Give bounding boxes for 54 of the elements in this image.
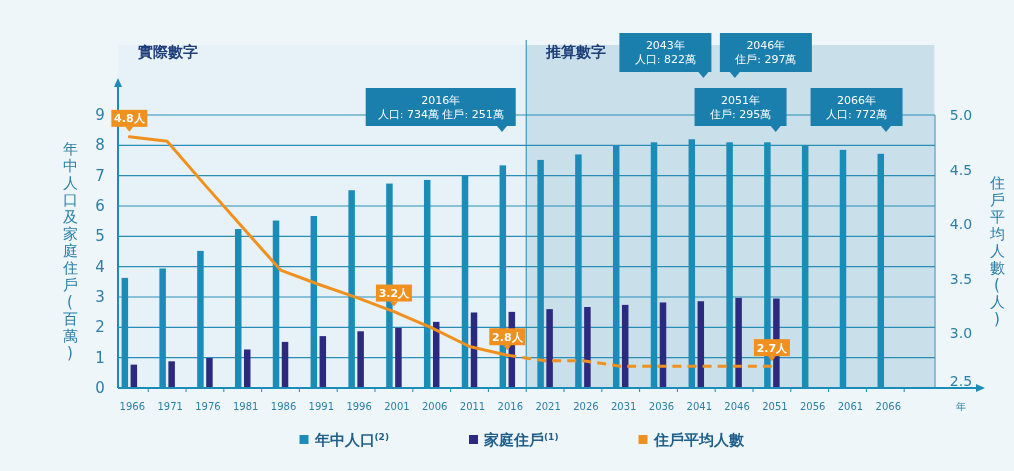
x-tick-label: 2056 bbox=[799, 401, 826, 412]
x-tick-label: 2011 bbox=[459, 401, 486, 412]
x-tick-label: 2046 bbox=[724, 401, 750, 412]
x-tick-label: 2061 bbox=[837, 401, 864, 412]
x-tick-label: 2026 bbox=[573, 401, 599, 412]
y-tick-label: 4 bbox=[95, 257, 105, 276]
x-tick-label: 2051 bbox=[762, 401, 788, 412]
y2-axis-title: 住戶平均人數(人) bbox=[989, 174, 1005, 328]
y-tick-label: 1 bbox=[95, 348, 105, 367]
y-tick-label: 8 bbox=[95, 136, 105, 155]
x-tick-label: 2001 bbox=[384, 401, 410, 412]
y2-tick-label: 3.0 bbox=[949, 325, 973, 342]
x-tick-label: 1986 bbox=[270, 401, 297, 412]
data-label: 2.7人 bbox=[756, 341, 789, 355]
annotation: 2051年住戶: 295萬 bbox=[709, 94, 772, 121]
x-tick-label: 2006 bbox=[421, 401, 448, 412]
x-tick-label: 1996 bbox=[346, 401, 372, 412]
data-label: 4.8人 bbox=[114, 112, 146, 126]
band-label: 推算數字 bbox=[545, 43, 607, 61]
y-tick-label: 3 bbox=[95, 288, 105, 306]
data-label: 3.2人 bbox=[378, 287, 411, 301]
y-tick-label: 0 bbox=[95, 379, 105, 397]
band-label: 實際數字 bbox=[138, 43, 198, 61]
x-tick-label: 2041 bbox=[686, 401, 713, 412]
legend-label: 年中人口$^{(2)}$ bbox=[313, 431, 389, 449]
y2-tick-label: 4.0 bbox=[949, 216, 973, 233]
y-tick-label: 7 bbox=[95, 166, 105, 185]
legend-label: 家庭住戶$^{(1)}$ bbox=[483, 431, 559, 449]
x-tick-label: 1971 bbox=[157, 401, 183, 412]
x-tick-label: 2036 bbox=[648, 401, 675, 412]
y-tick-label: 2 bbox=[95, 318, 105, 337]
x-tick-label: 1966 bbox=[119, 401, 146, 412]
y-tick-label: 9 bbox=[95, 106, 105, 124]
x-tick-label: 2066 bbox=[875, 401, 902, 412]
y2-tick-label: 5.0 bbox=[949, 107, 973, 123]
text: 2046年住戶: 297萬 bbox=[735, 39, 797, 66]
y2-tick-label: 2.5 bbox=[949, 373, 973, 389]
y-tick-label: 6 bbox=[95, 197, 105, 215]
x-tick-label: 1976 bbox=[195, 401, 221, 412]
x-tick-label: 1981 bbox=[233, 401, 259, 412]
x-tick-label: 2031 bbox=[610, 401, 637, 412]
x-tick-label: 1991 bbox=[308, 401, 335, 412]
legend-label: 住戶平均人數 bbox=[652, 431, 745, 449]
annotation: 2016年人口: 734萬 住戶: 251萬 bbox=[377, 94, 504, 121]
y-tick-label: 5 bbox=[95, 227, 105, 246]
x-tick-label: 2016 bbox=[497, 401, 524, 412]
y2-tick-label: 3.5 bbox=[949, 270, 973, 287]
text: 2043年人口: 822萬 bbox=[634, 39, 696, 66]
x-tick-label: 2021 bbox=[535, 401, 561, 412]
x-axis-title: 年 bbox=[956, 401, 966, 412]
annotation: 2066年人口: 772萬 bbox=[825, 94, 888, 121]
data-label: 2.8人 bbox=[492, 330, 524, 344]
y-axis-title: 年中人口及家庭住戶(百萬) bbox=[62, 140, 78, 362]
y2-tick-label: 4.5 bbox=[949, 161, 973, 178]
